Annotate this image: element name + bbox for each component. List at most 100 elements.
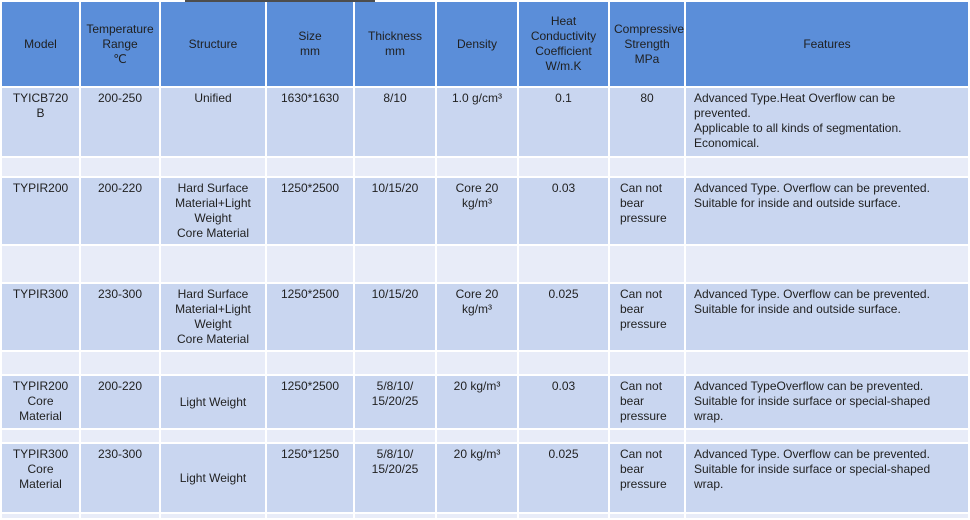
cell-thickness: 8/10: [355, 88, 435, 156]
spacer-cell: [355, 246, 435, 282]
cell-features: Advanced TypeOverflow can be prevented. …: [686, 376, 968, 428]
spacer-cell: [437, 158, 517, 176]
spacer-cell: [355, 430, 435, 442]
cell-size: 1250*2500: [267, 376, 353, 428]
cell-temperature-range: 230-300: [81, 284, 159, 350]
cell-heat-conductivity: 0.03: [519, 376, 608, 428]
spacer-cell: [267, 246, 353, 282]
spacer-row: [2, 352, 968, 374]
cell-structure: Unified: [161, 88, 265, 156]
spacer-cell: [437, 352, 517, 374]
cell-density: Core 20 kg/m³: [437, 178, 517, 244]
spacer-cell: [610, 514, 684, 518]
cell-structure: Hard Surface Material+Light Weight Core …: [161, 284, 265, 350]
spacer-cell: [519, 352, 608, 374]
cell-model: TYPIR200 Core Material: [2, 376, 79, 428]
cell-structure: Hard Surface Material+Light Weight Core …: [161, 178, 265, 244]
col-header-temperature-range: Temperature Range ℃: [81, 2, 159, 86]
table-row-typir300-core: TYPIR300 Core Material 230-300 Light Wei…: [2, 444, 968, 512]
cell-temperature-range: 200-250: [81, 88, 159, 156]
spacer-cell: [686, 158, 968, 176]
spacer-cell: [686, 352, 968, 374]
spacer-cell: [2, 352, 79, 374]
cell-structure: Light Weight: [161, 444, 265, 512]
spacer-row: [2, 158, 968, 176]
cell-density: Core 20 kg/m³: [437, 284, 517, 350]
cell-heat-conductivity: 0.03: [519, 178, 608, 244]
col-header-structure: Structure: [161, 2, 265, 86]
spacer-cell: [2, 246, 79, 282]
cell-thickness: 5/8/10/ 15/20/25: [355, 376, 435, 428]
spacer-cell: [81, 430, 159, 442]
spacer-cell: [267, 158, 353, 176]
cell-density: 20 kg/m³: [437, 444, 517, 512]
spacer-cell: [610, 158, 684, 176]
spacer-cell: [437, 246, 517, 282]
spacer-cell: [437, 514, 517, 518]
spacer-cell: [81, 514, 159, 518]
spacer-cell: [610, 430, 684, 442]
cell-model: TYPIR300 Core Material: [2, 444, 79, 512]
spacer-cell: [610, 352, 684, 374]
spacer-cell: [2, 514, 79, 518]
header-row: Model Temperature Range ℃ Structure Size…: [2, 2, 968, 86]
cell-features: Advanced Type. Overflow can be prevented…: [686, 284, 968, 350]
cell-size: 1630*1630: [267, 88, 353, 156]
cell-thickness: 10/15/20: [355, 178, 435, 244]
spacer-cell: [161, 352, 265, 374]
cell-heat-conductivity: 0.025: [519, 444, 608, 512]
spacer-cell: [437, 430, 517, 442]
spacer-cell: [686, 246, 968, 282]
spacer-row: [2, 246, 968, 282]
spacer-cell: [267, 514, 353, 518]
spacer-cell: [610, 246, 684, 282]
spacer-cell: [267, 352, 353, 374]
spacer-row: [2, 514, 968, 518]
cell-thickness: 10/15/20: [355, 284, 435, 350]
col-header-size: Size mm: [267, 2, 353, 86]
cell-features: Advanced Type. Overflow can be prevented…: [686, 178, 968, 244]
spacer-cell: [355, 514, 435, 518]
spacer-cell: [161, 430, 265, 442]
cell-compressive-strength: Can not bear pressure: [610, 284, 684, 350]
cell-features: Advanced Type.Heat Overflow can be preve…: [686, 88, 968, 156]
cell-compressive-strength: Can not bear pressure: [610, 444, 684, 512]
cell-compressive-strength: 80: [610, 88, 684, 156]
cell-model: TYICB720 B: [2, 88, 79, 156]
spacer-cell: [686, 430, 968, 442]
table-row-tyicb720b: TYICB720 B 200-250 Unified 1630*1630 8/1…: [2, 88, 968, 156]
table-row-typir200: TYPIR200 200-220 Hard Surface Material+L…: [2, 178, 968, 244]
cell-features: Advanced Type. Overflow can be prevented…: [686, 444, 968, 512]
spacer-cell: [81, 246, 159, 282]
col-header-compressive-strength: Compressive Strength MPa: [610, 2, 684, 86]
cell-temperature-range: 230-300: [81, 444, 159, 512]
spacer-cell: [2, 430, 79, 442]
spacer-row: [2, 430, 968, 442]
cell-temperature-range: 200-220: [81, 178, 159, 244]
cell-compressive-strength: Can not bear pressure: [610, 376, 684, 428]
spacer-cell: [519, 430, 608, 442]
col-header-model: Model: [2, 2, 79, 86]
cell-model: TYPIR200: [2, 178, 79, 244]
table-row-typir300: TYPIR300 230-300 Hard Surface Material+L…: [2, 284, 968, 350]
spacer-cell: [355, 352, 435, 374]
col-header-heat-conductivity: Heat Conductivity Coefficient W/m.K: [519, 2, 608, 86]
spacer-cell: [519, 158, 608, 176]
spacer-cell: [161, 246, 265, 282]
cell-density: 20 kg/m³: [437, 376, 517, 428]
cell-structure: Light Weight: [161, 376, 265, 428]
spacer-cell: [81, 352, 159, 374]
spacer-cell: [519, 246, 608, 282]
spacer-cell: [81, 158, 159, 176]
cell-heat-conductivity: 0.025: [519, 284, 608, 350]
cell-compressive-strength: Can not bear pressure: [610, 178, 684, 244]
cell-thickness: 5/8/10/ 15/20/25: [355, 444, 435, 512]
cell-heat-conductivity: 0.1: [519, 88, 608, 156]
cell-temperature-range: 200-220: [81, 376, 159, 428]
top-edge-artifact: [185, 0, 375, 2]
table-row-typir200-core: TYPIR200 Core Material 200-220 Light Wei…: [2, 376, 968, 428]
spacer-cell: [686, 514, 968, 518]
col-header-features: Features: [686, 2, 968, 86]
cell-size: 1250*1250: [267, 444, 353, 512]
